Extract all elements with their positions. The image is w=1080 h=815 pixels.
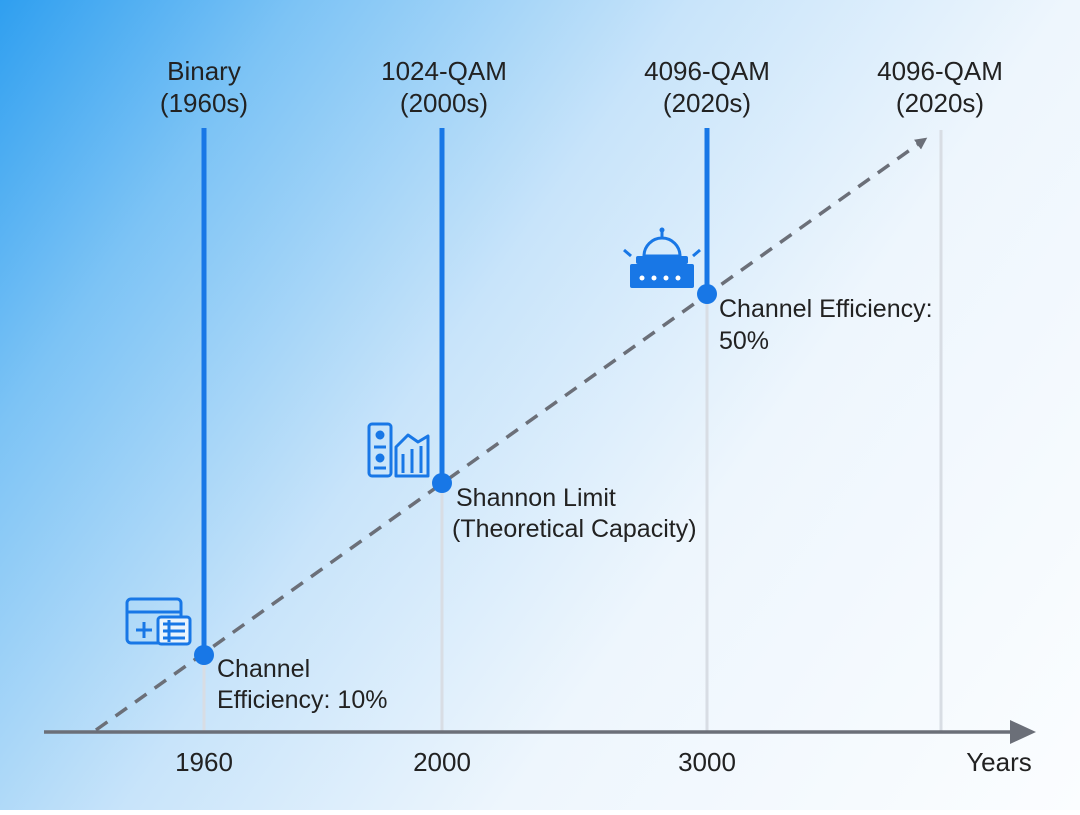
server-chart-icon xyxy=(367,422,430,478)
marker-dot-2 xyxy=(432,473,452,493)
annotation-1-line2: Efficiency: 10% xyxy=(217,686,387,714)
computer-window-icon xyxy=(125,597,192,646)
annotation-1-line1: Channel xyxy=(217,655,310,683)
era-label-2-line1: 1024-QAM xyxy=(381,56,507,86)
x-axis-label: Years xyxy=(966,747,1032,777)
era-label-4-line1: 4096-QAM xyxy=(877,56,1003,86)
marker-dot-1 xyxy=(194,645,214,665)
era-label-3-line1: 4096-QAM xyxy=(644,56,770,86)
era-label-1-line1: Binary xyxy=(167,56,241,86)
annotation-2-line2: (Theoretical Capacity) xyxy=(452,515,697,543)
trend-line xyxy=(94,137,928,732)
era-label-2-line2: (2000s) xyxy=(400,88,488,118)
x-axis-arrowhead xyxy=(1010,720,1036,744)
annotation-3-line2: 50% xyxy=(719,327,769,355)
era-label-3-line2: (2020s) xyxy=(663,88,751,118)
satellite-dish-icon xyxy=(623,227,701,288)
x-tick-label-3000: 3000 xyxy=(678,747,736,777)
x-tick-label-2000: 2000 xyxy=(413,747,471,777)
x-tick-label-1960: 1960 xyxy=(175,747,233,777)
era-label-1-line2: (1960s) xyxy=(160,88,248,118)
era-label-4-line2: (2020s) xyxy=(896,88,984,118)
annotation-3-line1: Channel Efficiency: xyxy=(719,295,933,323)
marker-dot-3 xyxy=(697,284,717,304)
annotation-2-line1: Shannon Limit xyxy=(456,484,616,512)
